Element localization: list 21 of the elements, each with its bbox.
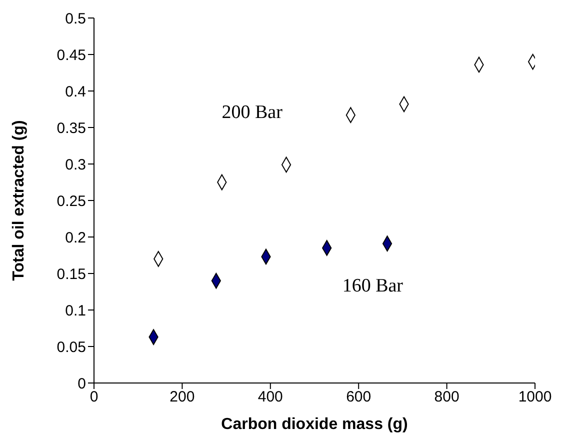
x-tick-label: 400 [258, 388, 283, 406]
y-tick-label: 0.45 [56, 46, 86, 64]
y-tick-label: 0 [78, 375, 86, 392]
x-tick-label: 1000 [518, 388, 552, 406]
y-tick-label: 0.25 [56, 192, 86, 210]
y-tick-label: 0.2 [65, 229, 86, 246]
y-tick-label: 0.35 [56, 120, 86, 137]
y-tick-label: 0.4 [65, 83, 86, 100]
x-tick-label: 600 [346, 388, 372, 406]
series-label: 200 Bar [222, 102, 284, 124]
x-tick-label: 200 [170, 388, 195, 406]
x-axis-title: Carbon dioxide mass (g) [221, 416, 408, 433]
y-tick-label: 0.3 [65, 156, 86, 174]
y-axis-title: Total oil extracted (g) [10, 120, 28, 281]
x-tick-label: 0 [90, 388, 98, 406]
y-tick-label: 0.05 [56, 338, 86, 356]
y-tick-label: 0.1 [65, 302, 86, 320]
x-tick-label: 800 [434, 388, 460, 406]
y-tick-label: 0.5 [65, 10, 86, 28]
y-tick-label: 0.15 [56, 266, 86, 283]
series-label: 160 Bar [342, 275, 404, 296]
